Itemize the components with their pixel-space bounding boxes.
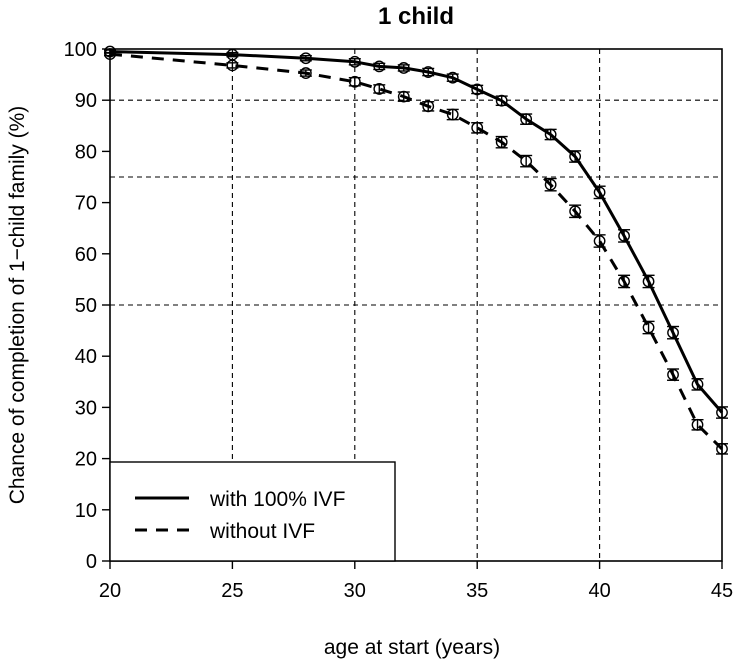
x-tick-label-20: 20 bbox=[99, 580, 121, 602]
legend-label-with-ivf: with 100% IVF bbox=[209, 488, 345, 511]
plot-frame bbox=[109, 48, 723, 562]
data-point-with-ivf bbox=[397, 62, 410, 74]
y-tick-label-70: 70 bbox=[75, 193, 97, 215]
data-point-with-ivf bbox=[348, 55, 361, 68]
y-tick-label-90: 90 bbox=[75, 90, 97, 112]
x-tick-label-25: 25 bbox=[221, 580, 243, 602]
data-point-without-ivf bbox=[226, 59, 239, 72]
data-point-with-ivf bbox=[495, 94, 508, 107]
data-point-with-ivf bbox=[593, 186, 606, 199]
y-tick-label-80: 80 bbox=[75, 141, 97, 163]
legend-label-without-ivf: without IVF bbox=[209, 520, 315, 543]
y-tick-label-20: 20 bbox=[75, 449, 97, 471]
y-axis-title: Chance of completion of 1−child family (… bbox=[6, 106, 29, 505]
series-line-without-ivf bbox=[109, 52, 724, 450]
data-point-without-ivf bbox=[544, 178, 557, 191]
data-point-without-ivf bbox=[691, 418, 704, 431]
data-point-with-ivf bbox=[373, 60, 386, 73]
data-point-without-ivf bbox=[471, 121, 484, 134]
data-point-with-ivf bbox=[446, 71, 459, 84]
data-point-without-ivf bbox=[520, 155, 533, 168]
y-tick-label-30: 30 bbox=[75, 397, 97, 419]
data-point-with-ivf bbox=[520, 113, 533, 126]
data-point-without-ivf bbox=[495, 136, 508, 149]
data-point-without-ivf bbox=[299, 67, 312, 79]
data-point-with-ivf bbox=[618, 229, 630, 242]
y-tick-label-50: 50 bbox=[75, 295, 97, 317]
data-point-with-ivf bbox=[422, 66, 435, 78]
legend: with 100% IVF without IVF bbox=[109, 461, 396, 562]
data-point-with-ivf bbox=[471, 83, 484, 96]
x-axis-title: age at start (years) bbox=[324, 636, 500, 659]
x-tick-label-30: 30 bbox=[344, 580, 366, 602]
reference-lines bbox=[110, 49, 722, 561]
series-line-with-ivf bbox=[109, 50, 724, 414]
data-point-with-ivf bbox=[642, 275, 655, 288]
x-tick-label-40: 40 bbox=[588, 580, 610, 602]
y-tick-label-60: 60 bbox=[75, 244, 97, 266]
data-point-with-ivf bbox=[667, 326, 679, 339]
y-tick-label-40: 40 bbox=[75, 346, 97, 368]
x-tick-label-45: 45 bbox=[711, 580, 733, 602]
data-point-without-ivf bbox=[348, 75, 361, 88]
chart-title: 1 child bbox=[378, 3, 454, 30]
data-point-with-ivf bbox=[544, 128, 557, 141]
data-point-with-ivf bbox=[569, 150, 582, 163]
y-tick-label-0: 0 bbox=[86, 551, 97, 573]
data-point-without-ivf bbox=[618, 275, 630, 288]
data-series bbox=[104, 45, 728, 455]
legend-box bbox=[109, 461, 396, 562]
data-point-with-ivf bbox=[691, 378, 704, 391]
data-point-without-ivf bbox=[593, 235, 606, 247]
data-point-without-ivf bbox=[667, 368, 679, 381]
data-point-with-ivf bbox=[299, 52, 312, 65]
data-point-without-ivf bbox=[397, 90, 410, 103]
x-axis-ticks: 20 25 30 35 40 45 bbox=[99, 561, 733, 602]
y-axis-ticks: 0 10 20 30 40 50 60 70 80 90 100 bbox=[64, 39, 110, 573]
x-tick-label-35: 35 bbox=[466, 580, 488, 602]
data-point-without-ivf bbox=[373, 83, 386, 95]
y-tick-label-10: 10 bbox=[75, 500, 97, 522]
y-tick-label-100: 100 bbox=[64, 39, 97, 61]
data-point-without-ivf bbox=[446, 108, 459, 121]
data-point-without-ivf bbox=[422, 100, 435, 113]
data-point-without-ivf bbox=[642, 321, 655, 334]
data-point-without-ivf bbox=[569, 205, 582, 218]
